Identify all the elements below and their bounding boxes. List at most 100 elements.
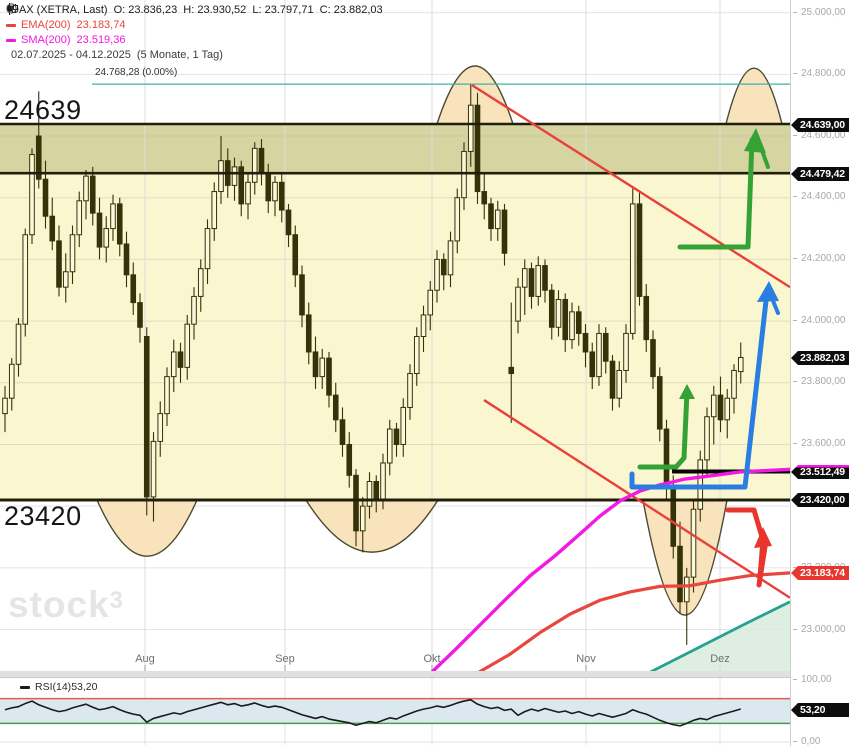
y-axis-tick-label: 24.400,00 (791, 191, 846, 202)
candle (123, 243, 130, 276)
rsi-chart-canvas[interactable] (0, 677, 790, 746)
candle (454, 197, 461, 242)
candle (488, 203, 494, 230)
y-axis-tick-label: 23.600,00 (791, 438, 846, 449)
candle (29, 154, 35, 236)
candle (717, 394, 724, 421)
month-label-aug: Aug (135, 653, 155, 665)
candle (110, 203, 116, 230)
candle (650, 339, 656, 378)
ema-dash-icon (6, 24, 16, 27)
y-axis-tick-label: 0,00 (791, 736, 820, 746)
candle (434, 258, 440, 291)
dome-pattern-arc (436, 65, 514, 125)
month-label-nov: Nov (576, 653, 596, 665)
candle (15, 323, 22, 365)
candle (211, 191, 218, 230)
candle (42, 178, 49, 217)
price-badge: 24.479,42 (791, 167, 849, 181)
candle (710, 394, 717, 418)
date-range-row: 02.07.2025 - 04.12.2025 (5 Monate, 1 Tag… (6, 3, 383, 63)
candle (373, 480, 380, 501)
candle (548, 289, 555, 328)
candle (521, 268, 528, 288)
candle (346, 443, 353, 476)
rsi-band (0, 698, 790, 724)
all-time-high-label: 24.768,28 (0.00%) (95, 67, 178, 78)
red-trendline (483, 399, 790, 599)
candle (461, 150, 467, 199)
price-badge: 23.882,03 (791, 351, 849, 365)
green-up-arrow-small (637, 389, 690, 470)
month-label-sep: Sep (275, 653, 295, 665)
candle (96, 212, 103, 248)
candle (191, 295, 197, 325)
sma-value: 23.519,36 (76, 34, 126, 46)
candle (170, 351, 177, 378)
y-axis-tick-label: 23.800,00 (791, 376, 846, 387)
chart-header: DAX (XETRA, Last) O: 23.836,23 H: 23.930… (6, 3, 383, 63)
price-badge: 53,20 (791, 703, 849, 717)
date-range: 02.07.2025 - 04.12.2025 (11, 49, 131, 61)
candle (130, 274, 137, 304)
candle (407, 373, 413, 408)
candle (292, 234, 299, 276)
price-badge: 23.183,74 (791, 566, 849, 580)
candle (278, 181, 285, 211)
ema-value: 23.183,74 (76, 19, 126, 31)
stock3-watermark: stock3 (8, 584, 125, 625)
candle (251, 147, 258, 183)
symbol-row: DAX (XETRA, Last) O: 23.836,23 H: 23.930… (6, 3, 383, 18)
candle (49, 215, 56, 242)
y-axis-tick-label: 100,00 (791, 674, 832, 685)
candle (177, 351, 184, 368)
candle (575, 311, 582, 334)
green-up-arrow-large (677, 137, 755, 250)
support-price-label: 23420 (4, 501, 82, 531)
candle (150, 440, 157, 498)
candle (616, 369, 623, 399)
candle (724, 397, 731, 421)
y-axis-tick-label: 24.000,00 (791, 315, 846, 326)
ohlc-values: O: 23.836,23 H: 23.930,52 L: 23.797,71 C… (113, 4, 383, 16)
candle (670, 487, 677, 547)
candle (413, 336, 420, 375)
sma200-line (430, 467, 790, 671)
candle (508, 366, 515, 375)
green-up-arrow-large-head (744, 128, 766, 153)
price-badge: 23.420,00 (791, 493, 849, 507)
price-chart-canvas[interactable] (0, 0, 790, 671)
candle (393, 428, 400, 445)
candle (245, 181, 251, 205)
candle (555, 299, 562, 328)
candle (76, 200, 83, 236)
candle (447, 240, 454, 276)
candle (22, 234, 29, 325)
candle (353, 474, 359, 532)
candle (305, 314, 312, 353)
candle (737, 356, 744, 373)
candle (582, 332, 589, 353)
blue-up-arrow (629, 289, 770, 490)
rsi-value: 53,20 (71, 681, 98, 693)
month-label-okt: Okt (423, 653, 441, 665)
candle (602, 332, 609, 362)
resistance-price-label: 24639 (4, 95, 82, 125)
candle (420, 314, 427, 338)
red-down-up-arrow-head (754, 527, 772, 548)
candle (184, 323, 191, 368)
sma-legend-row[interactable]: SMA(200) 23.519,36 (6, 33, 383, 48)
candle (704, 416, 710, 461)
candle (204, 228, 211, 270)
candle (643, 295, 650, 341)
candle (596, 332, 602, 378)
candle (103, 228, 110, 248)
ema-legend-row[interactable]: EMA(200) 23.183,74 (6, 18, 383, 33)
y-axis[interactable]: 25.000,00 24.800,00 24.600,00 24.400,00 24.2… (790, 0, 849, 746)
candle (400, 406, 407, 445)
candle (62, 271, 69, 288)
price-badge: 23.512,49 (791, 465, 849, 479)
blue-up-arrow-head (757, 281, 779, 302)
candle (366, 480, 373, 507)
panel-divider[interactable] (0, 671, 790, 677)
